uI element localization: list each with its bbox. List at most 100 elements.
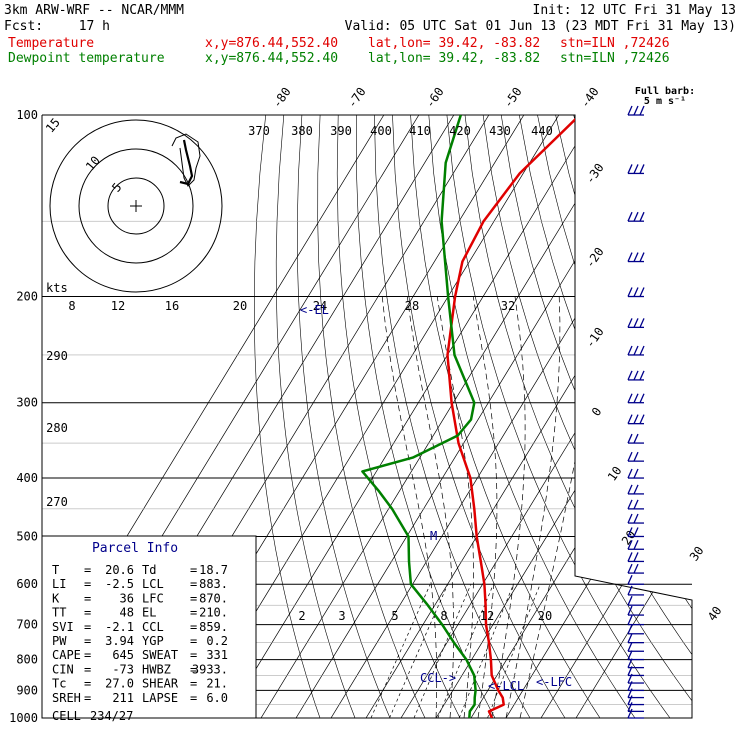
dry-adiabat-line (392, 115, 574, 718)
level-marker: M (430, 529, 437, 543)
isotherm-line (400, 115, 692, 718)
level-marker: <-EL (300, 303, 329, 317)
hodograph-ring (78, 148, 194, 264)
wind-barb-flag (627, 451, 633, 462)
dry-adiabat-line (627, 115, 692, 718)
wind-barb-flag (627, 595, 633, 606)
parcel-eq-1: = (84, 648, 91, 662)
moist-adiabat-line (505, 296, 561, 718)
pressure-label: 300 (16, 396, 38, 410)
hodograph-ring-label: 10 (83, 153, 103, 173)
wind-barb-flag (627, 287, 633, 297)
wind-barb-flag (627, 468, 633, 479)
isotherm-line (365, 115, 692, 718)
parcel-eq-2: = (190, 591, 197, 605)
isotherm-top-label: -40 (578, 85, 602, 111)
pressure-label: 900 (16, 683, 38, 697)
dewpoint-legend-stn: stn=ILN ,72426 (560, 51, 670, 66)
parcel-key-2: EL (142, 606, 156, 620)
wind-barb-flag (639, 370, 645, 381)
isotherm-top-label: -60 (423, 85, 447, 111)
hodograph-ring (107, 177, 165, 235)
parcel-eq-2: = (190, 563, 197, 577)
speed-label: 16 (165, 299, 179, 313)
theta-label: 430 (489, 124, 511, 138)
theta-label: 370 (248, 124, 270, 138)
dry-adiabat-line (336, 115, 467, 718)
parcel-key-2: LAPSE (142, 691, 178, 705)
parcel-eq-2: = (190, 620, 197, 634)
isotherm-right-label: 20 (619, 528, 639, 548)
wind-barb-flag (627, 527, 633, 537)
dry-adiabat-line (537, 115, 692, 718)
wind-barb-flag (639, 318, 645, 328)
wind-barb-flag (627, 345, 633, 356)
wind-barb-flag (627, 433, 633, 444)
isotherm-right-label: -30 (583, 161, 607, 187)
wind-barb-flag (633, 563, 639, 574)
mixing-ratio-label: 20 (538, 609, 552, 623)
parcel-eq-1: = (84, 677, 91, 691)
wind-barb-flag (627, 650, 633, 660)
wind-barb-flag (639, 211, 645, 222)
parcel-key-1: CAPE (52, 648, 81, 662)
mixing-ratio-line (389, 584, 449, 718)
dewpoint-legend-xy: x,y=876.44,552.40 (205, 51, 338, 66)
parcel-key-1: LI (52, 577, 66, 591)
pressure-label: 500 (16, 529, 38, 543)
profile-series (361, 115, 575, 718)
speed-label: 28 (405, 299, 419, 313)
parcel-eq-1: = (84, 577, 91, 591)
isotherm-line (225, 115, 595, 718)
parcel-eq-1: = (84, 591, 91, 605)
parcel-value-2: 331 (206, 648, 228, 662)
parcel-info-panel: Parcel Info T = 20.6 Td = 18.7LI = -2.5 LCL = 883.… (41, 535, 257, 723)
speed-label: 20 (233, 299, 247, 313)
dry-adiabat-line (317, 115, 432, 718)
parcel-cell-value: 234/27 (90, 709, 133, 723)
theta-left-label: 270 (46, 495, 68, 509)
speed-label: 12 (111, 299, 125, 313)
wind-barb-flag (627, 499, 633, 510)
wind-barb-flag (633, 539, 639, 550)
parcel-eq-2: = (190, 662, 197, 676)
wind-barb-flag (633, 287, 639, 297)
parcel-value-2: 859. (199, 620, 228, 634)
isotherm-top-label: -50 (501, 85, 525, 111)
wind-barb-flag (633, 468, 639, 479)
dry-adiabat-line (428, 115, 645, 718)
wind-barb-flag (627, 585, 633, 596)
level-marker: <-LFC (536, 675, 572, 689)
pressure-label: 400 (16, 471, 38, 485)
parcel-value-1: 27.0 (105, 677, 134, 691)
parcel-key-2: YGP (142, 634, 164, 648)
parcel-value-1: 48 (120, 606, 134, 620)
wind-barb-flag (633, 414, 639, 424)
dewpoint-line (361, 115, 477, 718)
wind-barb-flag (627, 211, 633, 222)
parcel-key-1: T (52, 563, 59, 577)
mixing-ratio-line (370, 584, 431, 718)
isotherm-right-label: 40 (705, 604, 725, 624)
parcel-value-2: 3933. (192, 662, 228, 676)
theta-label: 400 (370, 124, 392, 138)
pressure-label: 800 (16, 653, 38, 667)
speed-label: 8 (68, 299, 75, 313)
temperature-legend-xy: x,y=876.44,552.40 (205, 36, 338, 51)
wind-barb-flag (627, 318, 633, 328)
parcel-value-2: 18.7 (199, 563, 228, 577)
temperature-legend-latlon: lat,lon= 39.42, -83.82 (368, 36, 540, 51)
wind-barb-flag (633, 451, 639, 462)
parcel-key-2: HWBZ (142, 662, 171, 676)
dry-adiabat-line (591, 115, 692, 718)
speed-label: 24 (313, 299, 327, 313)
pressure-label: 700 (16, 618, 38, 632)
wind-barb-flag (627, 513, 633, 524)
level-marker: CCL-> (420, 671, 456, 685)
pressure-tick-labels: 100 200 300 400 500 600 700 800 900 1000 (9, 108, 38, 725)
wind-barb-flag (633, 433, 639, 444)
parcel-value-1: -73 (112, 662, 134, 676)
wind-barb-flag (627, 393, 633, 403)
parcel-eq-2: = (190, 691, 197, 705)
